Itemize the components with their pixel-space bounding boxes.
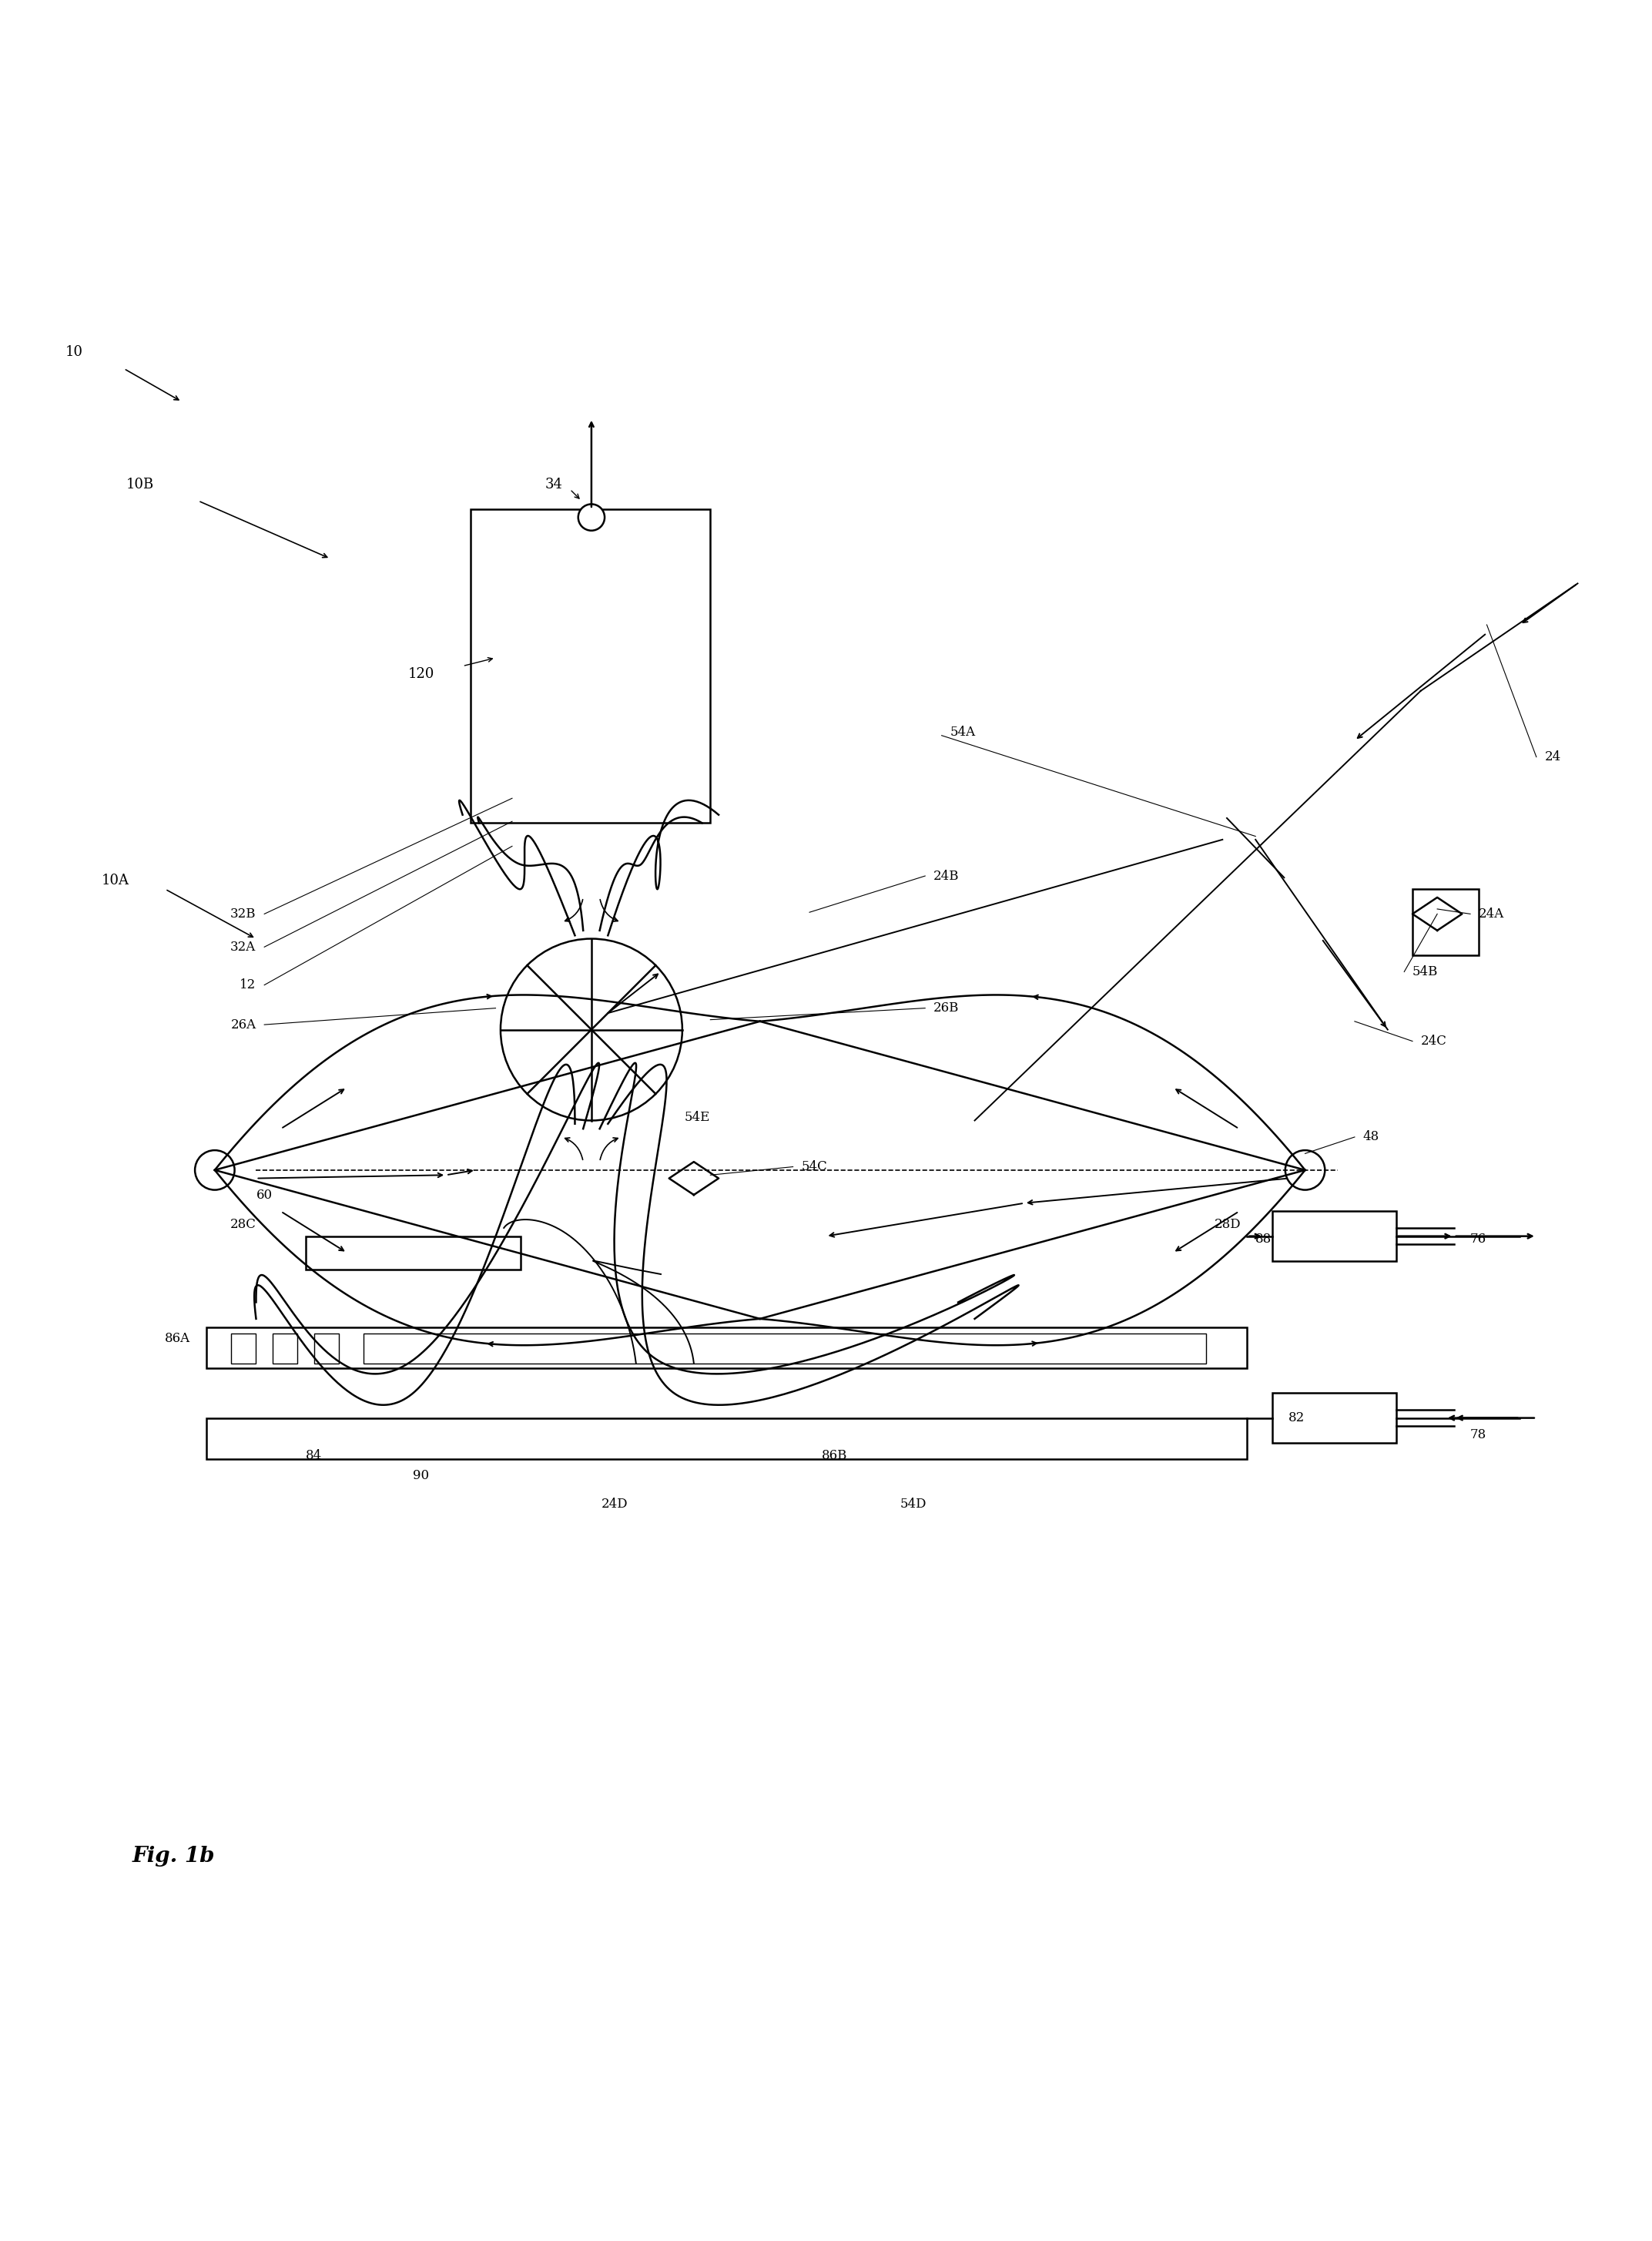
Bar [471,509,710,822]
Text: 24A: 24A [1479,908,1505,921]
Text: 84: 84 [306,1450,322,1463]
Text: 90: 90 [413,1470,430,1481]
Text: 32B: 32B [230,908,256,921]
Text: 24B: 24B [933,870,960,883]
Circle shape [1285,1150,1325,1190]
Text: 54C: 54C [801,1161,828,1174]
Bar [1272,1212,1396,1262]
Text: 76: 76 [1470,1233,1487,1246]
Text: 86A: 86A [165,1331,190,1345]
Text: 12: 12 [240,979,256,991]
Bar [231,1333,256,1363]
Text: 88: 88 [1256,1233,1272,1246]
Text: 24: 24 [1545,751,1561,764]
Text: 32A: 32A [230,941,256,952]
Bar [306,1237,520,1268]
Text: 60: 60 [256,1188,273,1201]
Text: 10A: 10A [102,874,129,887]
Text: 28C: 28C [230,1219,256,1230]
Text: 28D: 28D [1214,1219,1241,1230]
Text: 24C: 24C [1421,1035,1447,1049]
Text: 120: 120 [408,668,434,681]
Text: 86B: 86B [821,1450,847,1463]
Text: 26B: 26B [933,1002,960,1015]
Text: 54A: 54A [950,726,975,740]
Bar [314,1333,339,1363]
Bar [206,1419,1247,1459]
Text: 82: 82 [1289,1412,1305,1425]
Text: 34: 34 [545,477,562,491]
Text: 10: 10 [66,345,83,359]
Bar [363,1333,1206,1363]
Circle shape [501,939,682,1120]
Bar [273,1333,297,1363]
Text: Fig. 1b: Fig. 1b [132,1844,215,1867]
Text: 54E: 54E [684,1112,710,1123]
Text: 78: 78 [1470,1428,1487,1441]
Bar [1412,890,1479,955]
Text: 48: 48 [1363,1129,1379,1143]
Circle shape [578,504,605,531]
Circle shape [195,1150,235,1190]
Text: 24D: 24D [601,1497,628,1510]
Text: 26A: 26A [231,1017,256,1031]
Text: 10B: 10B [127,477,154,491]
Bar [1272,1394,1396,1443]
Text: 54B: 54B [1412,966,1439,979]
Bar [206,1327,1247,1369]
Text: 54D: 54D [900,1497,927,1510]
